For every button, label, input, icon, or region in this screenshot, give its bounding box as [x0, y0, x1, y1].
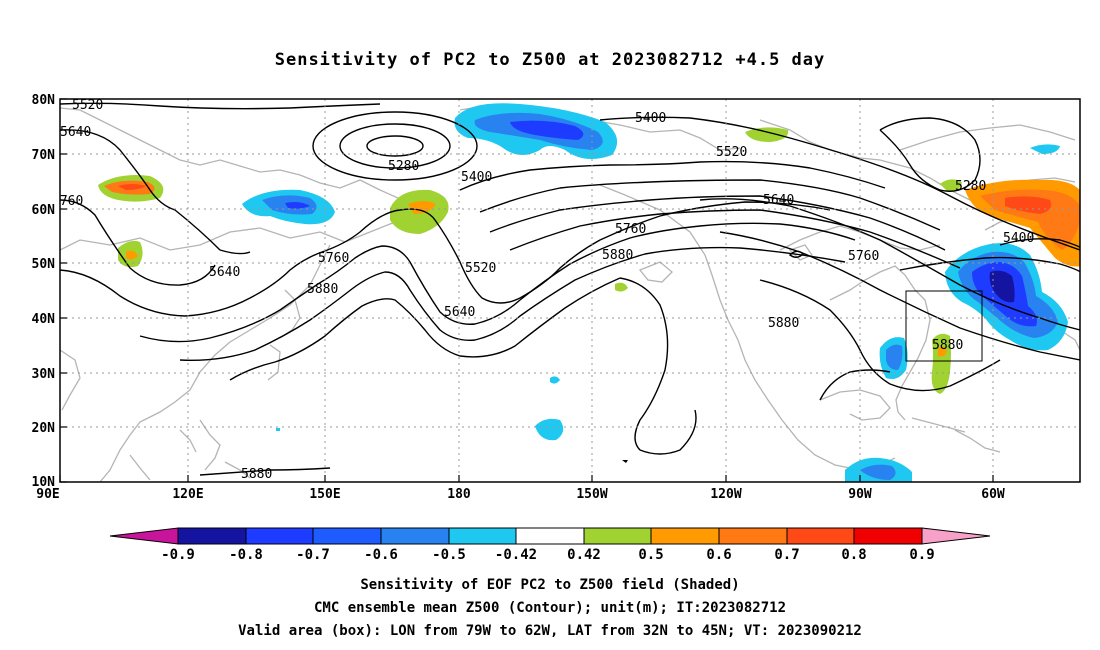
colorbar-box	[650, 527, 720, 545]
colorbar: -0.9 -0.8 -0.7 -0.6 -0.5 -0.42 0.42 0.5 …	[109, 527, 991, 563]
colorbar-right-triangle	[921, 527, 991, 545]
colorbar-label: -0.6	[364, 547, 398, 563]
lat-label: 60N	[32, 203, 56, 218]
title: Sensitivity of PC2 to Z500 at 2023082712…	[274, 50, 826, 70]
colorbar-label: 0.5	[638, 547, 663, 563]
contour-label: 5400	[635, 111, 666, 126]
contour-label: 5640	[209, 265, 240, 280]
map-panel: 5520 5640 5760 5280 5400 5520 5640 5280 …	[32, 93, 1081, 502]
contour-labels: 5520 5640 5760 5280 5400 5520 5640 5280 …	[52, 98, 1034, 482]
colorbar-label: 0.7	[774, 547, 799, 563]
colorbar-box	[312, 527, 382, 545]
contour-label: 5880	[602, 248, 633, 263]
sensitivity-shading	[98, 103, 1080, 482]
lon-label: 120E	[172, 487, 203, 502]
contour-label: 5520	[716, 145, 747, 160]
colorbar-label: -0.7	[296, 547, 330, 563]
colorbar-box	[245, 527, 314, 545]
colorbar-labels: -0.9 -0.8 -0.7 -0.6 -0.5 -0.42 0.42 0.5 …	[161, 547, 935, 563]
contour-label: 5640	[763, 193, 794, 208]
colorbar-label: -0.42	[495, 547, 537, 563]
colorbar-label: 0.6	[706, 547, 731, 563]
lat-label: 70N	[32, 148, 56, 163]
contour-label: 5280	[388, 159, 419, 174]
lon-label: 150E	[309, 487, 340, 502]
colorbar-label: -0.9	[161, 547, 195, 563]
lon-label: 150W	[576, 487, 607, 502]
colorbar-box	[853, 527, 923, 545]
lon-labels: 90E 120E 150E 180 150W 120W 90W 60W	[36, 487, 1005, 502]
colorbar-label: 0.42	[567, 547, 601, 563]
caption: Sensitivity of EOF PC2 to Z500 field (Sh…	[238, 577, 862, 639]
lon-label: 60W	[981, 487, 1005, 502]
colorbar-label: -0.8	[229, 547, 263, 563]
lat-label: 40N	[32, 312, 56, 327]
lon-label: 180	[447, 487, 471, 502]
caption-line-3: Valid area (box): LON from 79W to 62W, L…	[238, 623, 862, 639]
contour-label: 5760	[52, 194, 83, 209]
contour-label: 5640	[60, 125, 91, 140]
colorbar-box	[177, 527, 247, 545]
colorbar-box	[583, 527, 652, 545]
contour-label: 5280	[955, 179, 986, 194]
grid-lines	[60, 99, 1080, 482]
colorbar-left-triangle	[109, 527, 179, 545]
lat-labels: 80N 70N 60N 50N 40N 30N 20N 10N	[32, 93, 56, 490]
contour-label: 5760	[615, 222, 646, 237]
contour-label: 5760	[848, 249, 879, 264]
lon-label: 90E	[36, 487, 59, 502]
z500-contours	[60, 102, 1080, 476]
colorbar-box	[718, 527, 788, 545]
colorbar-box	[380, 527, 450, 545]
contour-label: 5760	[318, 251, 349, 266]
contour-label: 5400	[461, 170, 492, 185]
colorbar-label: -0.5	[432, 547, 466, 563]
caption-line-1: Sensitivity of EOF PC2 to Z500 field (Sh…	[360, 577, 739, 593]
lat-label: 10N	[32, 475, 56, 490]
lat-label: 50N	[32, 257, 56, 272]
contour-label: 5520	[465, 261, 496, 276]
colorbar-box	[786, 527, 855, 545]
lat-label: 30N	[32, 367, 56, 382]
caption-line-2: CMC ensemble mean Z500 (Contour); unit(m…	[314, 600, 786, 616]
contour-label: 5400	[1003, 231, 1034, 246]
colorbar-label: 0.8	[841, 547, 866, 563]
map-frame	[59, 98, 1081, 483]
contour-label: 5880	[241, 467, 272, 482]
lat-label: 20N	[32, 421, 56, 436]
contour-label: 5880	[307, 282, 338, 297]
lat-label: 80N	[32, 93, 56, 108]
lon-label: 90W	[848, 487, 872, 502]
lon-label: 120W	[710, 487, 741, 502]
contour-label: 5640	[444, 305, 475, 320]
colorbar-box	[515, 527, 585, 545]
contour-label: 5880	[768, 316, 799, 331]
valid-area-box	[905, 290, 983, 362]
tick-marks	[59, 98, 994, 483]
colorbar-box	[448, 527, 517, 545]
contour-label: 5520	[72, 98, 103, 113]
colorbar-label: 0.9	[909, 547, 934, 563]
contour-label: 5880	[932, 338, 963, 353]
